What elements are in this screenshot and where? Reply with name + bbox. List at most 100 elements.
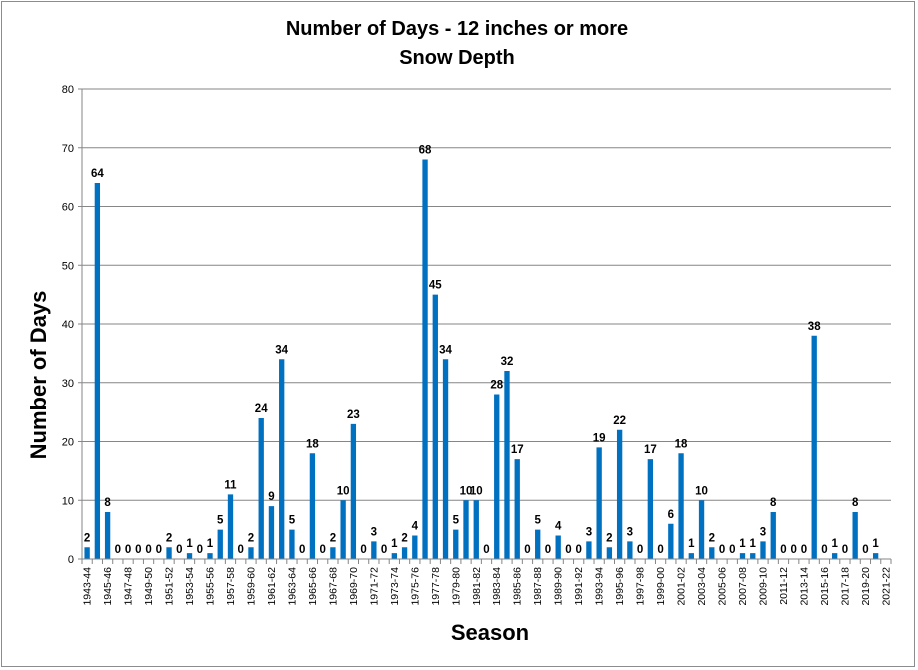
gridlines — [82, 88, 891, 501]
data-label: 17 — [644, 444, 657, 456]
data-label: 9 — [268, 491, 274, 503]
data-label: 1 — [831, 538, 838, 550]
bar — [442, 359, 449, 559]
x-tick-label: 2007-08 — [737, 567, 749, 606]
data-label: 2 — [330, 532, 336, 544]
x-tick-label: 1969-70 — [348, 567, 360, 606]
bar — [760, 541, 766, 559]
x-tick-label: 1959-60 — [245, 567, 257, 606]
bar — [504, 371, 510, 559]
y-tick-label: 20 — [62, 437, 74, 449]
data-label: 0 — [780, 544, 786, 556]
y-tick-label: 40 — [62, 319, 74, 331]
y-tick-label: 30 — [62, 378, 74, 390]
bar — [432, 294, 438, 559]
x-tick-label: 1977-78 — [430, 567, 442, 606]
bars — [84, 159, 879, 559]
data-label: 3 — [627, 526, 633, 538]
y-tick-label: 70 — [62, 143, 74, 155]
bar — [422, 159, 428, 559]
bar — [473, 500, 479, 559]
x-tick-label: 1981-82 — [471, 567, 483, 606]
bar — [94, 183, 101, 559]
data-label: 0 — [575, 544, 581, 556]
bar — [186, 553, 193, 559]
x-tick-label: 1967-68 — [327, 567, 339, 606]
bar — [555, 535, 561, 559]
bar — [535, 529, 541, 559]
data-label: 28 — [490, 380, 503, 392]
data-label: 34 — [439, 344, 452, 356]
bar — [258, 418, 264, 559]
x-tick-label: 1985-86 — [512, 567, 524, 606]
bar — [453, 529, 459, 559]
data-label: 0 — [319, 544, 325, 556]
bar — [227, 494, 234, 559]
data-label: 1 — [872, 538, 879, 550]
data-label: 10 — [470, 485, 483, 497]
data-label: 0 — [801, 544, 807, 556]
data-label: 4 — [412, 521, 419, 533]
bar — [494, 394, 500, 559]
data-label: 5 — [534, 515, 541, 527]
data-label: 68 — [419, 145, 432, 157]
bar — [330, 547, 336, 559]
data-label: 0 — [135, 544, 141, 556]
x-tick-label: 1987-88 — [532, 567, 544, 606]
x-tick-label: 2013-14 — [798, 567, 810, 606]
bar — [350, 423, 357, 559]
data-label: 11 — [224, 479, 237, 491]
data-label: 1 — [739, 538, 746, 550]
x-tick-label: 1961-62 — [266, 567, 278, 606]
x-tick-label: 1953-54 — [184, 567, 196, 606]
data-label: 6 — [668, 509, 674, 521]
data-label: 5 — [453, 515, 460, 527]
bar — [698, 500, 705, 559]
data-label: 2 — [401, 532, 407, 544]
chart-subtitle: Snow Depth — [399, 47, 515, 69]
data-label: 2 — [709, 532, 715, 544]
bar — [340, 500, 346, 559]
x-tick-label: 1963-64 — [286, 567, 298, 606]
bar — [371, 541, 377, 559]
data-label: 0 — [360, 544, 366, 556]
bar — [647, 459, 654, 559]
data-label: 0 — [719, 544, 725, 556]
data-label: 1 — [688, 538, 695, 550]
x-tick-label: 1983-84 — [491, 567, 503, 606]
y-axis-title: Number of Days — [26, 291, 51, 460]
data-label: 19 — [593, 432, 606, 444]
data-label: 10 — [460, 485, 473, 497]
data-label: 18 — [675, 438, 688, 450]
data-label: 0 — [238, 544, 244, 556]
data-label: 0 — [381, 544, 387, 556]
bar — [412, 535, 418, 559]
x-tick-label: 2005-06 — [717, 567, 729, 606]
data-label: 0 — [729, 544, 735, 556]
bar — [627, 541, 633, 559]
data-label: 2 — [248, 532, 254, 544]
data-label: 64 — [91, 168, 104, 180]
chart-title: Number of Days - 12 inches or more — [286, 18, 628, 40]
x-tick-label: 1999-00 — [655, 567, 667, 606]
bar — [84, 547, 90, 559]
data-label: 34 — [275, 344, 288, 356]
data-label: 0 — [145, 544, 151, 556]
x-tick-label: 1949-50 — [143, 567, 155, 606]
data-label: 23 — [347, 409, 360, 421]
x-tick-label: 1951-52 — [164, 567, 176, 606]
bar — [872, 553, 879, 559]
x-tick-label: 1955-56 — [205, 567, 217, 606]
x-tick-label: 1943-44 — [82, 567, 94, 606]
bar — [678, 453, 684, 559]
data-label: 0 — [565, 544, 571, 556]
bar — [514, 459, 520, 559]
data-label: 0 — [115, 544, 121, 556]
y-tick-label: 80 — [62, 84, 74, 96]
x-tick-label: 2019-20 — [860, 567, 872, 606]
data-label: 0 — [637, 544, 643, 556]
data-label: 0 — [483, 544, 489, 556]
y-axis-ticks: 0 10 20 30 40 50 60 70 80 — [62, 84, 82, 566]
data-label: 0 — [862, 544, 868, 556]
bar — [811, 335, 817, 559]
